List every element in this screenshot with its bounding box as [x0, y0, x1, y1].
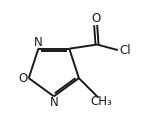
Text: N: N [49, 96, 58, 109]
Text: O: O [91, 12, 100, 25]
Text: O: O [18, 72, 27, 85]
Text: Cl: Cl [119, 44, 131, 57]
Text: CH₃: CH₃ [91, 94, 113, 108]
Text: N: N [34, 36, 43, 49]
